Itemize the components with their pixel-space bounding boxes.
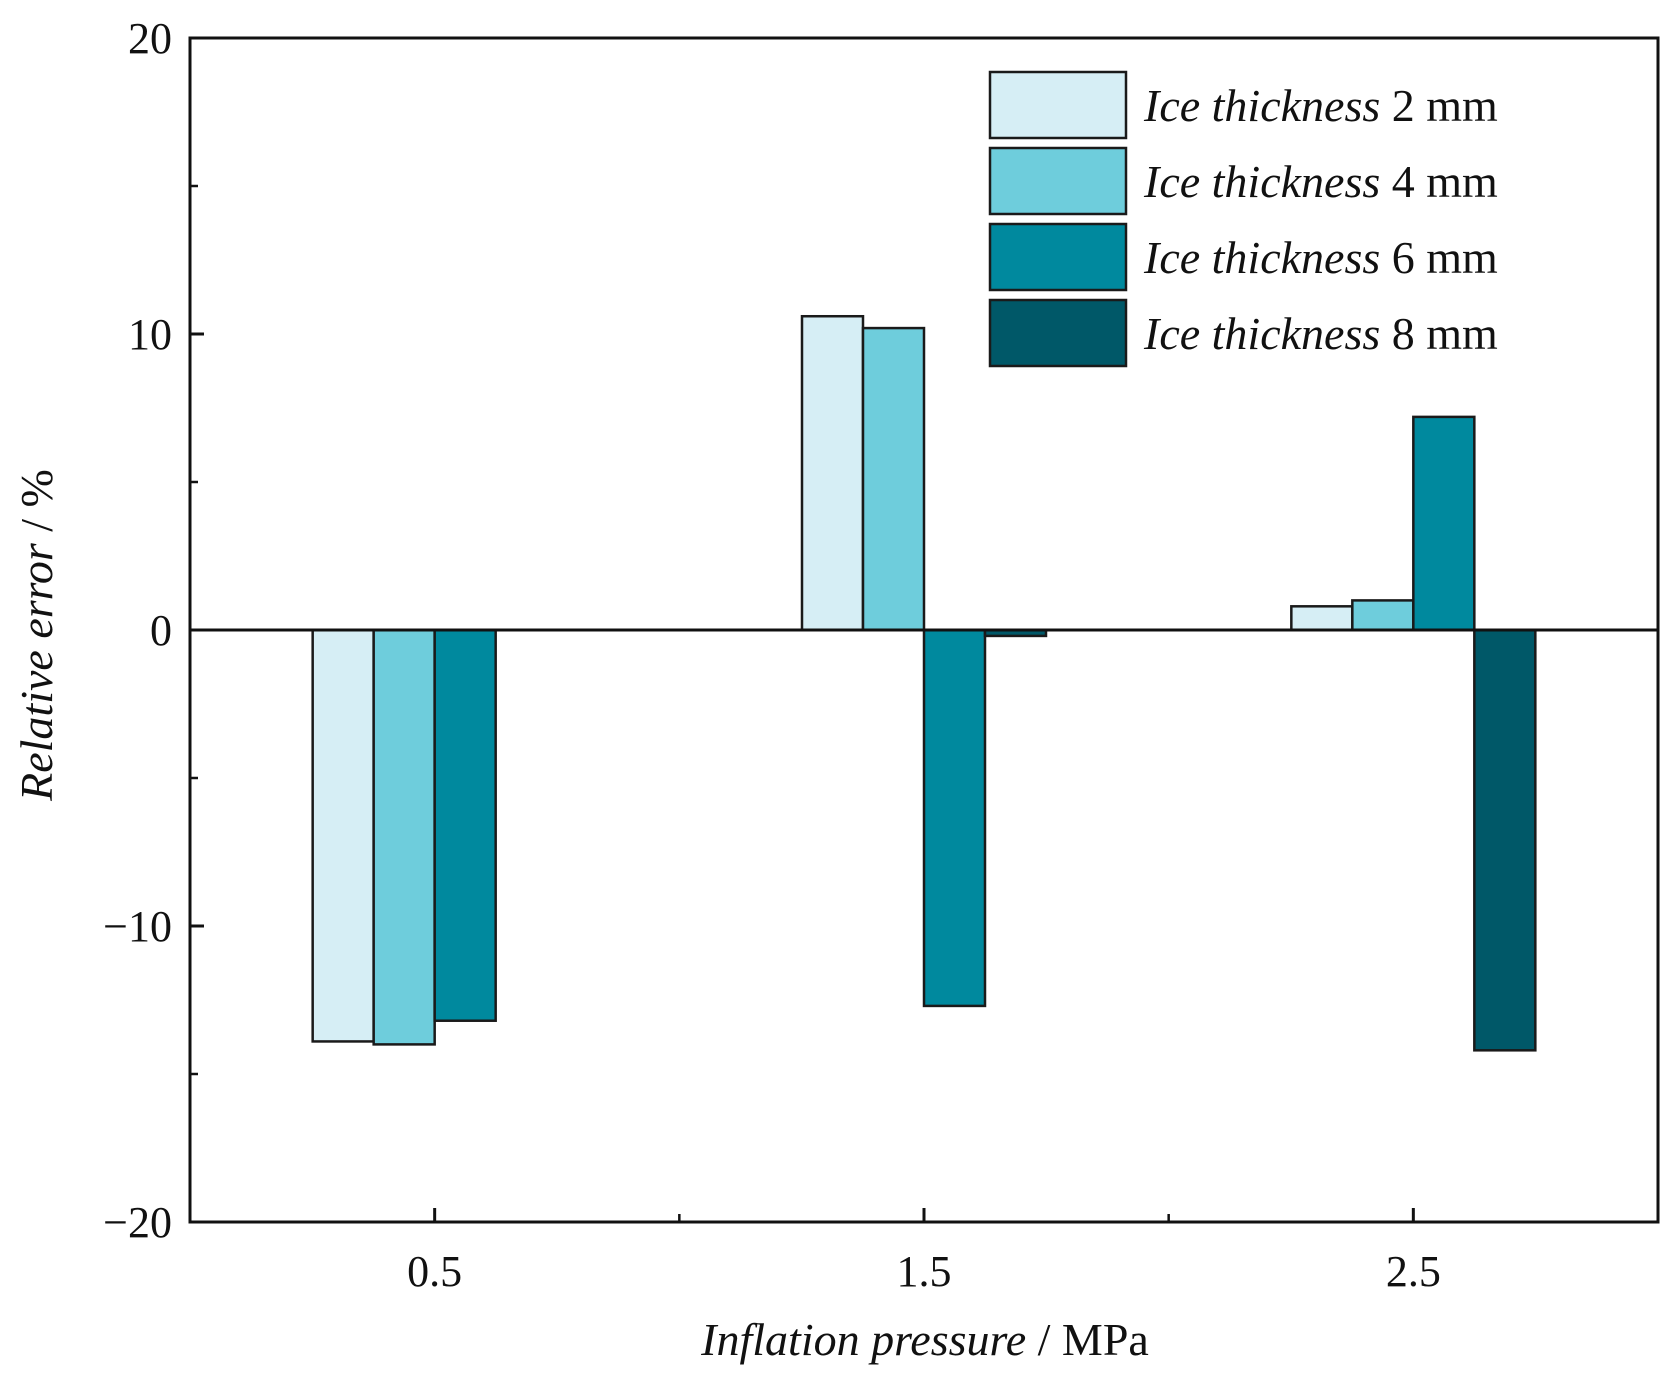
- x-tick-label: 0.5: [407, 1247, 462, 1296]
- legend-label-1: Ice thickness 2 mm: [1143, 80, 1498, 131]
- bar-4-cat-3: [1473, 628, 1537, 1052]
- legend-label-main: Ice thickness: [1143, 308, 1380, 359]
- legend-label-unit: 2 mm: [1380, 80, 1498, 131]
- bar-1-cat-3: [1290, 605, 1354, 632]
- x-tick-label: 1.5: [897, 1247, 952, 1296]
- legend-swatch-3: [988, 222, 1128, 292]
- legend-label-3: Ice thickness 6 mm: [1143, 232, 1498, 283]
- bar-2-cat-3: [1351, 599, 1415, 632]
- x-axis-title-unit: / MPa: [1026, 1314, 1149, 1365]
- y-axis-title-main: Relative error: [11, 542, 62, 802]
- legend-label-unit: 6 mm: [1380, 232, 1498, 283]
- x-axis-title-main: Inflation pressure: [700, 1314, 1026, 1365]
- y-tick-label: 20: [128, 14, 172, 63]
- bars-layer: [311, 314, 1537, 1052]
- y-tick-label: 10: [128, 310, 172, 359]
- legend-label-main: Ice thickness: [1143, 232, 1380, 283]
- x-tick-label: 2.5: [1386, 1247, 1441, 1296]
- legend-swatch-4: [988, 298, 1128, 368]
- bar-3-cat-2: [922, 628, 987, 1008]
- legend-label-main: Ice thickness: [1143, 80, 1380, 131]
- y-axis-title: Relative error / %: [11, 469, 62, 802]
- bar-2-cat-2: [861, 326, 926, 632]
- bar-1-cat-2: [800, 314, 865, 632]
- bar-2-cat-1: [372, 628, 436, 1046]
- x-axis-title: Inflation pressure / MPa: [700, 1314, 1149, 1365]
- y-tick-label: 0: [150, 606, 172, 655]
- legend-swatch-1: [988, 70, 1128, 140]
- y-tick-label: −10: [103, 902, 172, 951]
- legend-label-4: Ice thickness 8 mm: [1143, 308, 1498, 359]
- axes-layer: −20 −10 0 10 20 0.5 1.5 2.5: [103, 14, 1660, 1296]
- bar-3-cat-3: [1412, 415, 1476, 632]
- legend-label-2: Ice thickness 4 mm: [1143, 156, 1498, 207]
- y-axis-title-unit: / %: [11, 469, 62, 543]
- y-tick-label: −20: [103, 1198, 172, 1247]
- bar-1-cat-1: [311, 628, 375, 1043]
- bar-3-cat-1: [433, 628, 497, 1022]
- legend-label-unit: 4 mm: [1380, 156, 1498, 207]
- legend-label-unit: 8 mm: [1380, 308, 1498, 359]
- legend-swatch-2: [988, 146, 1128, 216]
- legend-label-main: Ice thickness: [1143, 156, 1380, 207]
